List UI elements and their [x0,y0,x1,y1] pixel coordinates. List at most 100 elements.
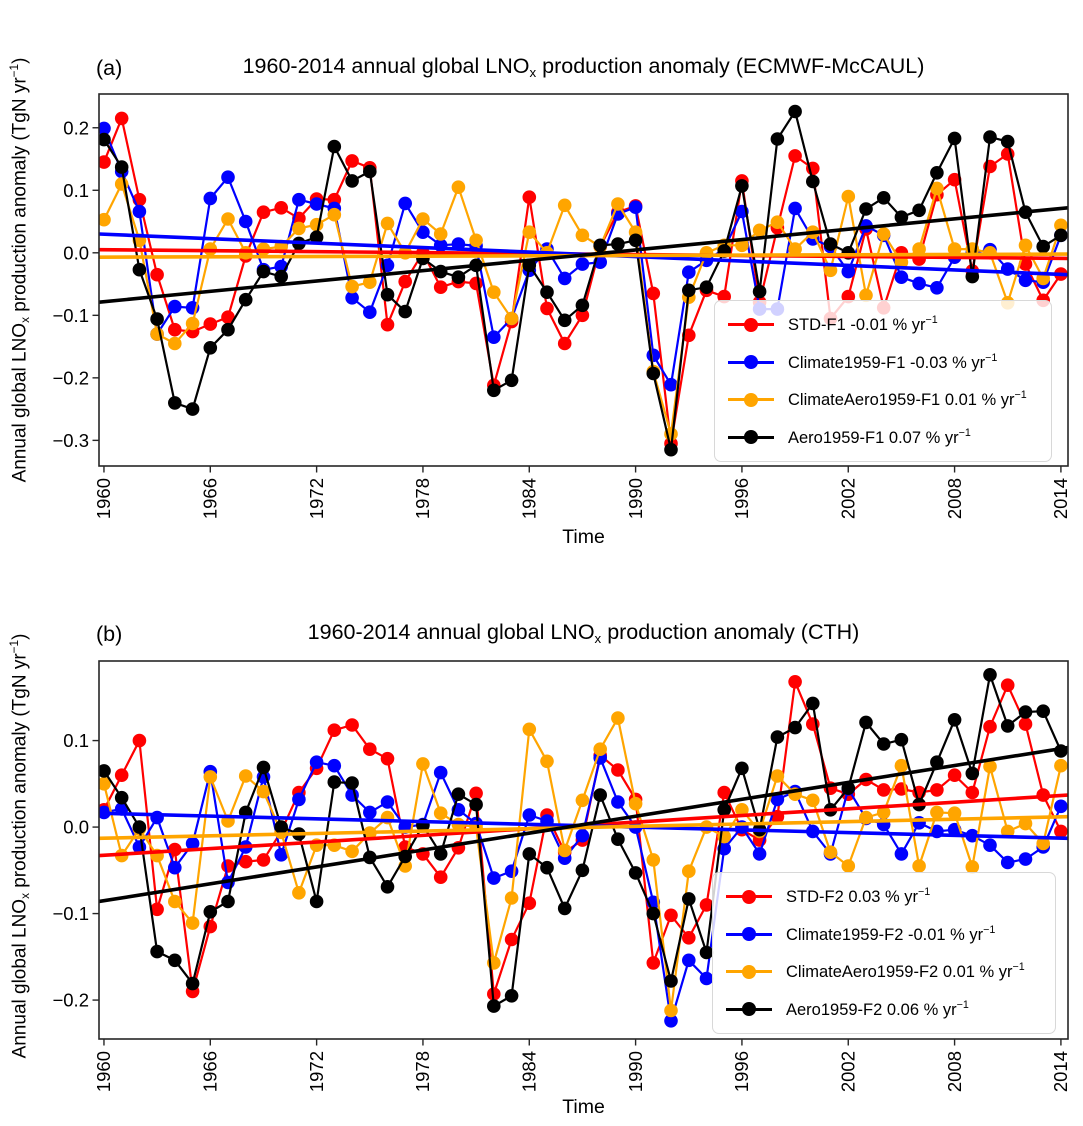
data-point-Aero1959-F1 [380,287,395,302]
y-tick-label: 0.2 [63,117,89,138]
data-point-Climate1959-F1 [203,191,218,206]
legend-label-Climate1959-F2: Climate1959-F2 -0.01 % yr−1 [786,923,996,944]
data-point-Climate1959-F2 [611,795,625,809]
data-point-Aero1959-F2 [646,906,661,921]
data-point-Climate1959-F1 [664,377,678,392]
data-point-ClimateAero1959-F1 [363,275,377,290]
y-tick-label: −0.1 [52,903,89,924]
data-point-Aero1959-F2 [327,775,342,789]
data-point-Aero1959-F1 [504,373,519,388]
data-point-Aero1959-F1 [99,132,111,147]
x-tick-label: 1990 [625,478,646,519]
data-point-Aero1959-F1 [823,237,838,251]
data-point-STD-F2 [469,786,483,801]
y-tick-label: 0.0 [63,242,89,263]
data-point-Aero1959-F2 [983,668,997,682]
legend-label-sup: −1 [1012,961,1025,974]
data-point-Climate1959-F1 [292,192,306,207]
data-point-STD-F2 [876,783,891,797]
data-point-STD-F2 [1054,824,1068,839]
data-point-Climate1959-F1 [841,264,856,279]
legend-row-Climate1959-F2: Climate1959-F2 -0.01 % yr−1 [726,916,1045,954]
data-point-STD-F1 [221,310,235,325]
panel-a-title-post: production anomaly (ECMWF-McCAUL) [536,54,925,78]
legend-label-ClimateAero1959-F1: ClimateAero1959-F1 0.01 % yr−1 [788,389,1027,410]
data-point-STD-F2 [930,783,944,797]
x-tick-label: 1972 [306,478,327,519]
data-point-STD-F1 [1018,257,1033,271]
data-point-Climate1959-F2 [752,847,767,861]
data-point-Aero1959-F2 [1000,719,1015,733]
data-point-Aero1959-F2 [221,894,235,909]
data-point-ClimateAero1959-F1 [1018,238,1033,253]
legend-line-swatch [728,430,774,445]
legend-label-sup: −1 [918,886,931,899]
data-point-ClimateAero1959-F1 [380,216,395,231]
data-point-Aero1959-F2 [1018,705,1033,719]
x-tick-label: 1990 [625,1051,646,1092]
data-point-ClimateAero1959-F1 [99,212,111,227]
x-tick-label: 2002 [837,1051,858,1092]
data-point-Climate1959-F1 [363,305,377,320]
legend-dot-swatch [744,430,758,445]
data-point-ClimateAero1959-F2 [947,806,962,820]
trend-line-ClimateAero1959-F2 [99,814,1068,841]
data-point-Aero1959-F1 [894,210,909,224]
data-point-ClimateAero1959-F1 [611,197,625,211]
data-point-Aero1959-F2 [717,803,731,817]
series-group-a [99,104,1068,457]
data-point-STD-F2 [327,723,342,737]
data-point-Climate1959-F1 [930,281,944,295]
data-point-ClimateAero1959-F2 [433,806,448,820]
data-point-ClimateAero1959-F2 [841,859,856,873]
panel-b-legend: STD-F2 0.03 % yr−1 Climate1959-F2 -0.01 %… [712,872,1056,1034]
data-point-ClimateAero1959-F2 [292,886,306,900]
data-point-Aero1959-F1 [770,132,785,146]
data-point-STD-F1 [540,301,554,316]
data-point-ClimateAero1959-F1 [770,215,785,229]
data-point-ClimateAero1959-F2 [735,803,749,817]
data-point-ClimateAero1959-F2 [593,742,607,756]
data-point-Aero1959-F2 [735,761,749,776]
data-point-ClimateAero1959-F2 [238,769,253,783]
legend-line-swatch [728,317,774,332]
data-point-Climate1959-F2 [327,758,342,773]
panel-b-label: (b) [96,622,123,646]
data-point-Aero1959-F2 [114,790,129,805]
data-point-Aero1959-F2 [806,696,820,711]
data-point-Climate1959-F1 [345,291,359,305]
data-point-ClimateAero1959-F2 [806,793,820,808]
data-point-Aero1959-F1 [540,285,554,300]
data-point-Aero1959-F2 [1036,704,1050,718]
data-point-ClimateAero1959-F1 [416,212,430,226]
data-point-Aero1959-F1 [1036,239,1050,254]
data-point-Aero1959-F1 [398,304,413,319]
data-point-STD-F2 [345,718,359,732]
data-point-Aero1959-F1 [1000,134,1015,149]
data-point-ClimateAero1959-F2 [983,759,997,774]
data-point-STD-F2 [504,932,519,947]
data-point-Climate1959-F2 [1018,852,1033,866]
data-point-Climate1959-F2 [983,838,997,852]
data-point-Climate1959-F1 [682,265,696,280]
y-tick-label: −0.1 [52,305,89,326]
data-point-Climate1959-F1 [788,201,802,216]
legend-label-sup: −1 [925,314,938,327]
data-point-ClimateAero1959-F2 [1036,836,1050,851]
data-point-ClimateAero1959-F1 [947,242,962,256]
data-point-ClimateAero1959-F1 [345,279,359,294]
data-point-ClimateAero1959-F2 [1018,816,1033,831]
data-point-Climate1959-F1 [1018,273,1033,288]
data-point-Aero1959-F2 [699,945,714,960]
data-point-Aero1959-F2 [150,944,164,959]
legend-line-swatch [726,927,772,942]
trend-line-Aero1959-F1 [99,206,1068,304]
series-group-b [99,668,1068,1028]
data-point-ClimateAero1959-F2 [504,891,519,905]
legend-dot-swatch [742,1002,756,1017]
data-point-Aero1959-F2 [682,892,696,906]
data-point-Climate1959-F1 [99,121,111,136]
data-point-STD-F2 [947,768,962,782]
data-point-STD-F2 [788,675,802,689]
data-point-STD-F1 [274,201,289,215]
